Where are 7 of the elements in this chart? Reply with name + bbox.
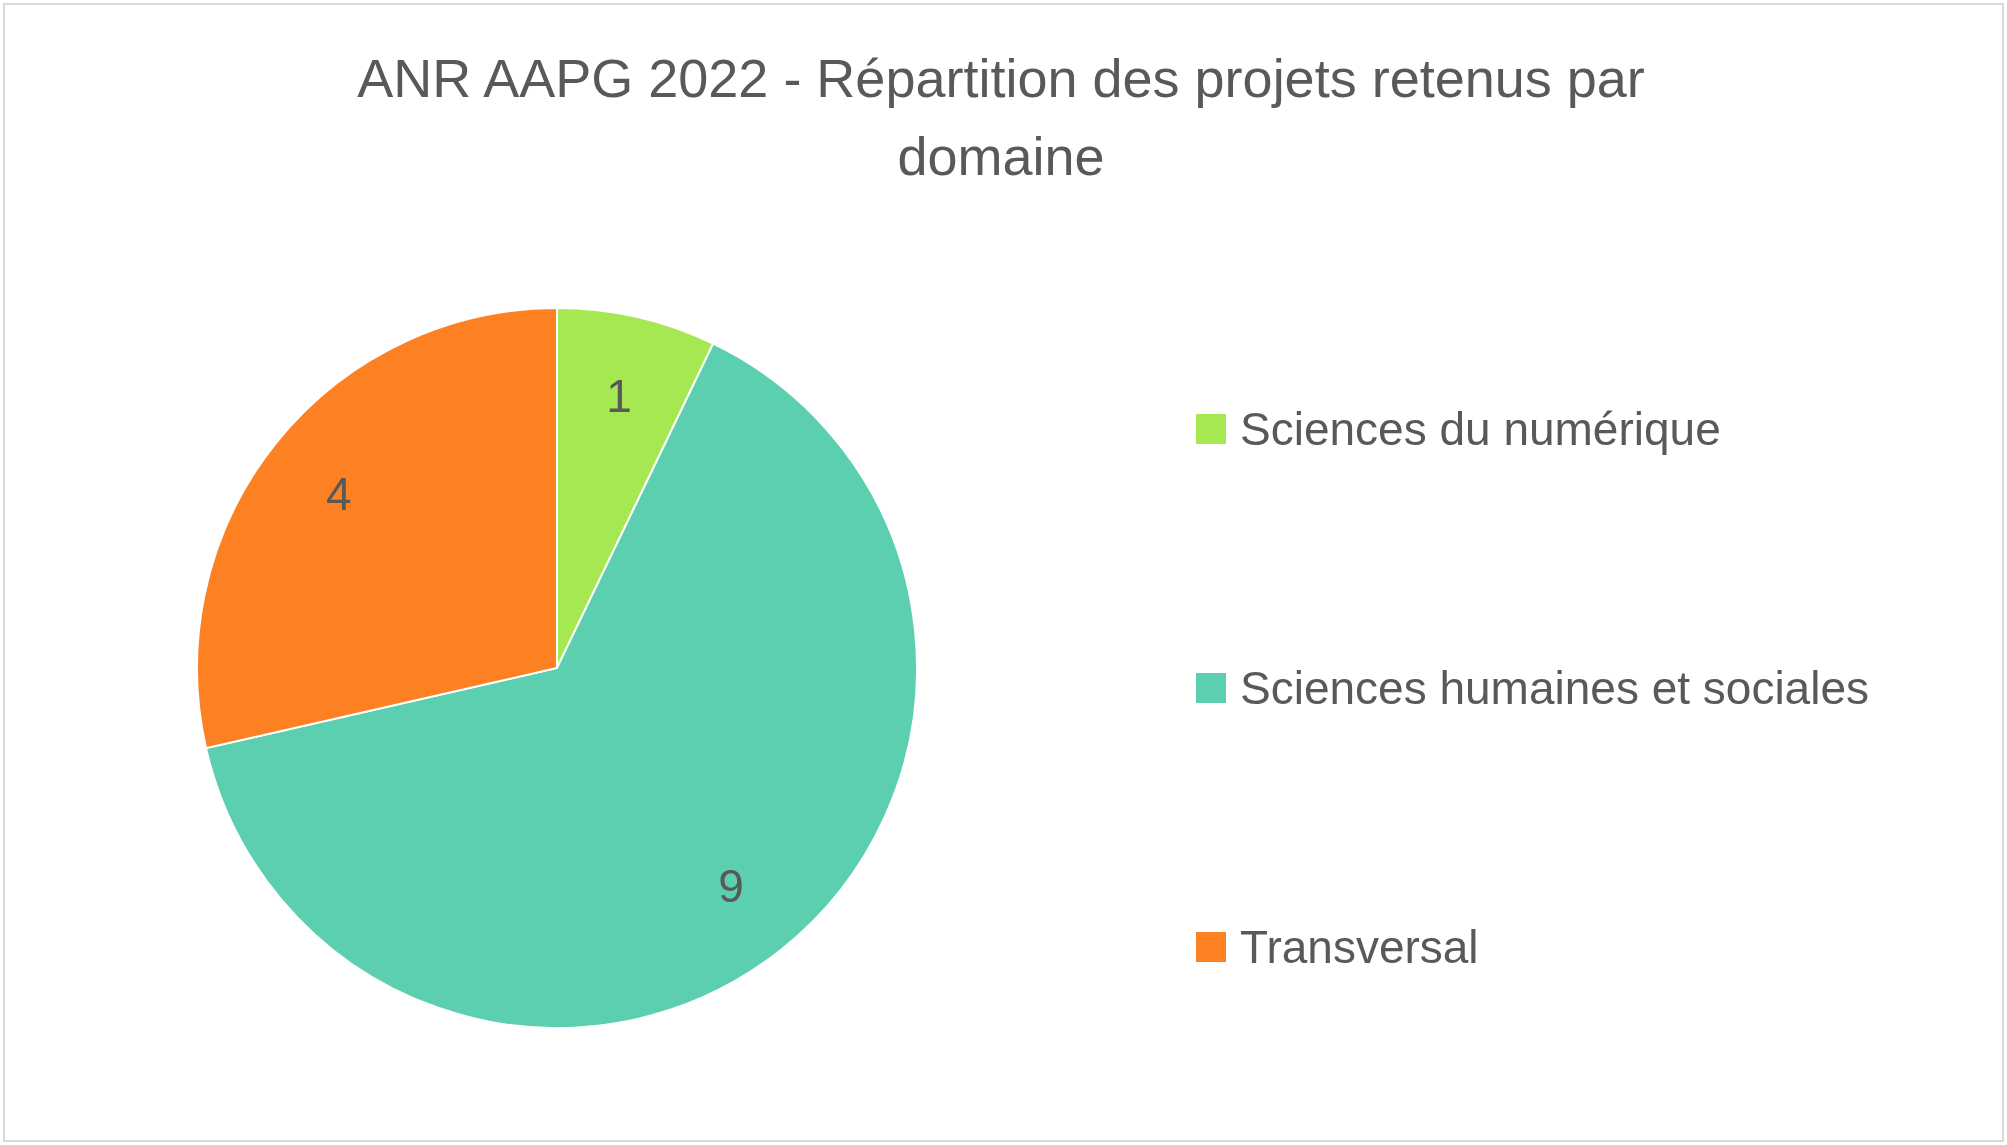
legend-label: Transversal — [1240, 921, 1479, 974]
legend-label: Sciences du numérique — [1240, 403, 1721, 456]
data-label: 9 — [718, 860, 744, 913]
data-label: 4 — [326, 468, 352, 521]
legend-label: Sciences humaines et sociales — [1240, 662, 1869, 715]
data-label: 1 — [606, 370, 632, 423]
chart-title: ANR AAPG 2022 - Répartition des projets retenus par domaine — [357, 48, 1645, 186]
